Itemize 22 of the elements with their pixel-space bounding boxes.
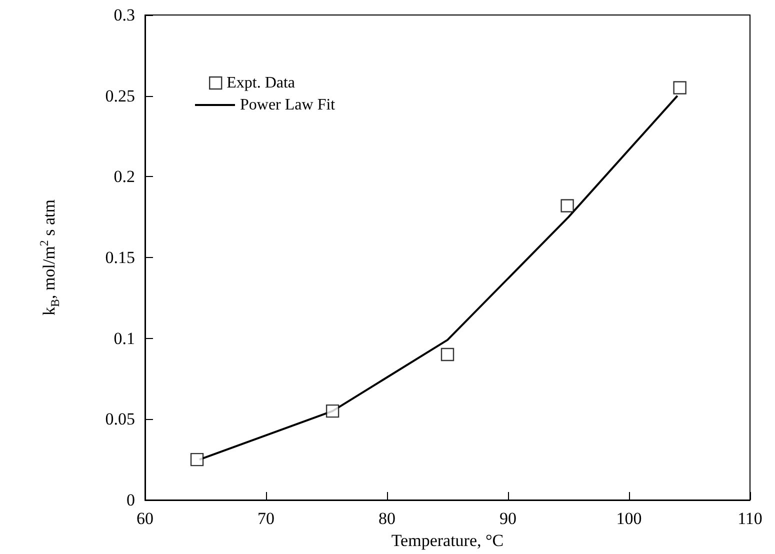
- y-tick-label: 0.2: [114, 167, 135, 186]
- y-tick-label: 0.1: [114, 328, 135, 348]
- legend-label: Power Law Fit: [240, 96, 336, 114]
- x-tick-label: 110: [738, 509, 762, 528]
- y-axis-title: kB, mol/m2 s atm: [37, 199, 62, 316]
- y-tick-label: 0: [126, 490, 135, 510]
- y-tick-label: 0.3: [114, 6, 135, 24]
- x-tick-label: 80: [378, 509, 396, 528]
- x-tick-label: 60: [136, 509, 154, 528]
- legend-label: Expt. Data: [226, 74, 296, 92]
- point: [440, 348, 454, 362]
- point: [190, 452, 204, 466]
- point: [326, 404, 340, 418]
- point: [673, 81, 686, 94]
- y-tick-label: 0.25: [105, 86, 135, 106]
- x-tick-label: 90: [500, 509, 516, 528]
- y-tick-label: 0.05: [105, 410, 135, 429]
- x-tick-label: 100: [616, 509, 642, 528]
- point: [560, 199, 574, 212]
- x-tick-label: 70: [258, 509, 274, 528]
- x-axis-title: Temperature, °C: [391, 531, 504, 550]
- y-tick-label: 0.15: [105, 248, 135, 267]
